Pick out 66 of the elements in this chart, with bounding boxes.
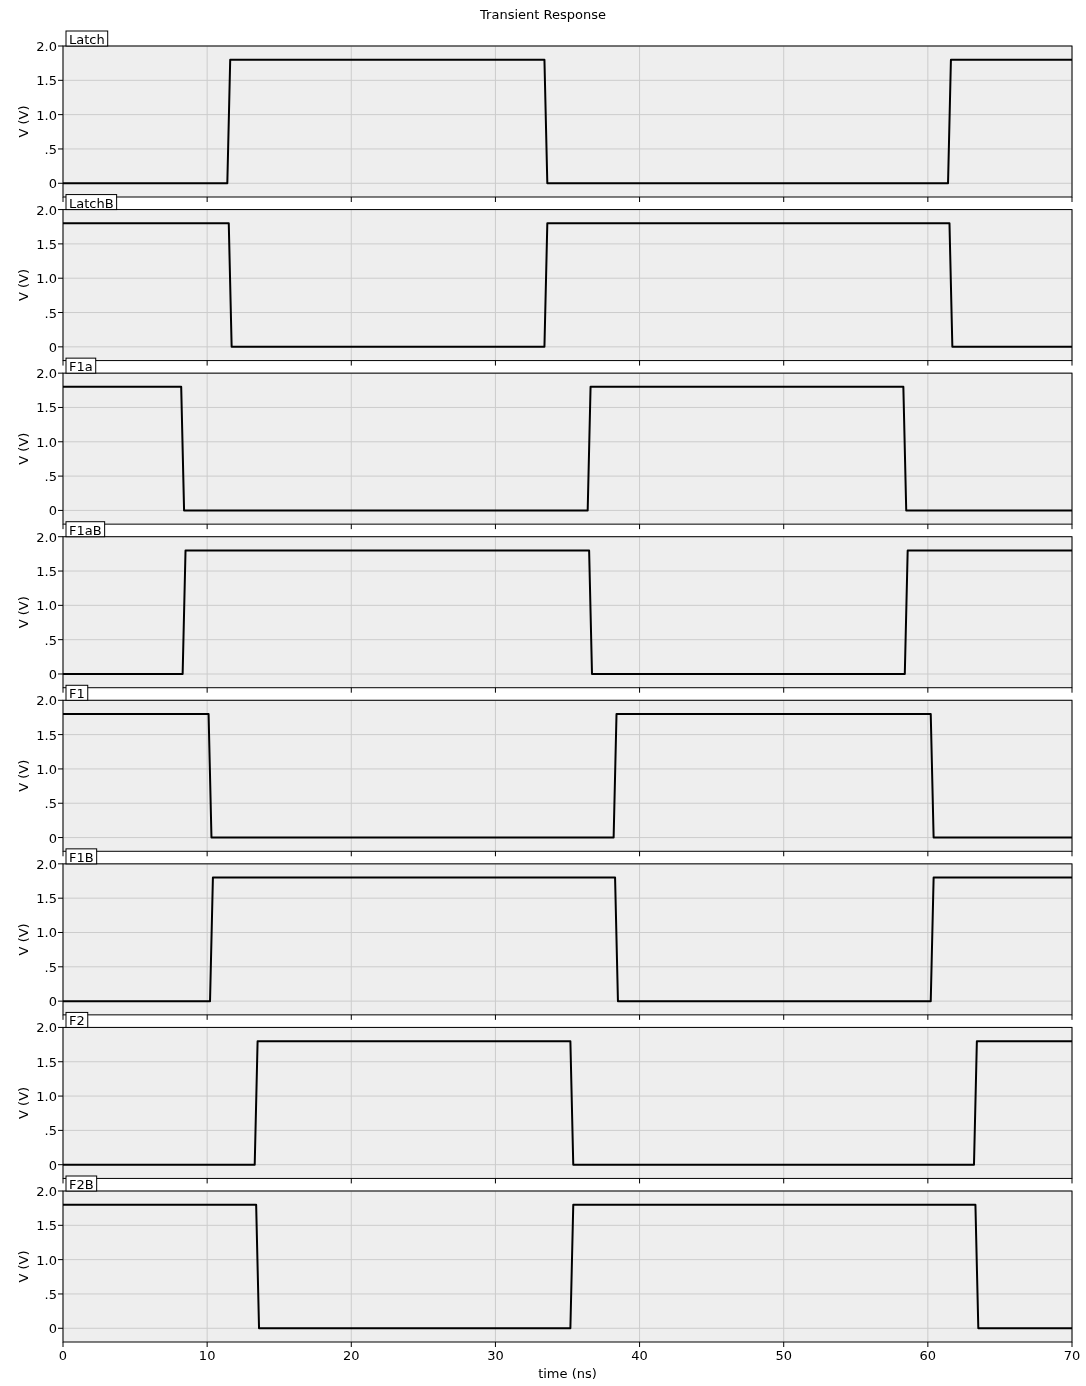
- y-axis-title: V (V): [16, 596, 31, 629]
- y-tick-label: 0: [48, 339, 57, 355]
- y-tick-label: .5: [44, 959, 57, 975]
- y-tick-label: 0: [48, 503, 57, 519]
- text: Latch: [69, 32, 105, 47]
- y-axis-title: V (V): [16, 923, 31, 956]
- text: F1B: [69, 849, 94, 865]
- y-tick-label: 1.0: [36, 1252, 57, 1268]
- y-tick-label: .5: [44, 1123, 57, 1139]
- y-tick-label: 2.0: [36, 1020, 57, 1036]
- y-tick-label: 0: [48, 176, 57, 192]
- y-tick-label: 2.0: [36, 39, 57, 54]
- text: F2: [69, 1013, 85, 1029]
- x-tick-label: 40: [631, 1348, 648, 1363]
- y-tick-label: 0: [48, 1321, 57, 1337]
- text: F1aB: [69, 522, 102, 538]
- series-label: F1: [69, 686, 85, 702]
- y-tick-label: 1.5: [36, 727, 57, 743]
- y-tick-label: .5: [44, 632, 57, 648]
- x-tick-label: 20: [343, 1348, 360, 1363]
- y-tick-label: 2.0: [36, 1184, 57, 1199]
- y-tick-label: 2.0: [36, 366, 57, 382]
- chart-title: Transient Response: [479, 7, 606, 22]
- y-tick-label: 1.5: [36, 236, 57, 252]
- y-tick-label: 1.5: [36, 73, 57, 89]
- x-axis-title: time (ns): [538, 1366, 597, 1381]
- y-tick-label: 1.5: [36, 891, 57, 907]
- x-tick-label: 50: [775, 1348, 792, 1363]
- y-tick-label: .5: [44, 141, 57, 157]
- y-axis-title: V (V): [16, 759, 31, 792]
- y-axis-title: V (V): [16, 432, 31, 465]
- series-label: LatchB: [69, 195, 114, 211]
- x-tick-label: 70: [1063, 1348, 1081, 1363]
- y-tick-label: 1.0: [36, 1089, 57, 1105]
- x-tick-label: 60: [919, 1348, 937, 1363]
- y-tick-label: 0: [48, 1157, 57, 1173]
- y-tick-label: 1.0: [36, 761, 57, 777]
- y-tick-label: 2.0: [36, 693, 57, 709]
- y-tick-label: 2.0: [36, 202, 57, 218]
- y-tick-label: 0: [48, 994, 57, 1010]
- series-label: F2B: [69, 1177, 94, 1192]
- y-axis-title: V (V): [16, 269, 31, 302]
- series-label: F1a: [69, 359, 93, 375]
- y-tick-label: 0: [48, 666, 57, 682]
- y-tick-label: 1.0: [36, 271, 57, 287]
- y-tick-label: .5: [44, 796, 57, 812]
- y-tick-label: 0: [48, 830, 57, 846]
- y-tick-label: 1.0: [36, 434, 57, 450]
- y-tick-label: 2.0: [36, 856, 57, 872]
- y-tick-label: 1.0: [36, 107, 57, 123]
- y-tick-label: 1.5: [36, 1054, 57, 1070]
- y-tick-label: .5: [44, 469, 57, 485]
- y-tick-label: 1.5: [36, 400, 57, 416]
- x-tick-label: 10: [198, 1348, 216, 1363]
- y-tick-label: .5: [44, 305, 57, 321]
- y-axis-title: V (V): [16, 1086, 31, 1119]
- y-tick-label: .5: [44, 1286, 57, 1302]
- x-tick-label: 0: [58, 1348, 68, 1363]
- y-tick-label: 1.5: [36, 564, 57, 580]
- y-axis-title: V (V): [16, 105, 31, 138]
- y-tick-label: 1.0: [36, 925, 57, 941]
- y-tick-label: 2.0: [36, 529, 57, 545]
- y-tick-label: 1.5: [36, 1218, 57, 1234]
- x-tick-label: 30: [487, 1348, 504, 1363]
- y-axis-title: V (V): [16, 1250, 31, 1283]
- y-tick-label: 1.0: [36, 598, 57, 614]
